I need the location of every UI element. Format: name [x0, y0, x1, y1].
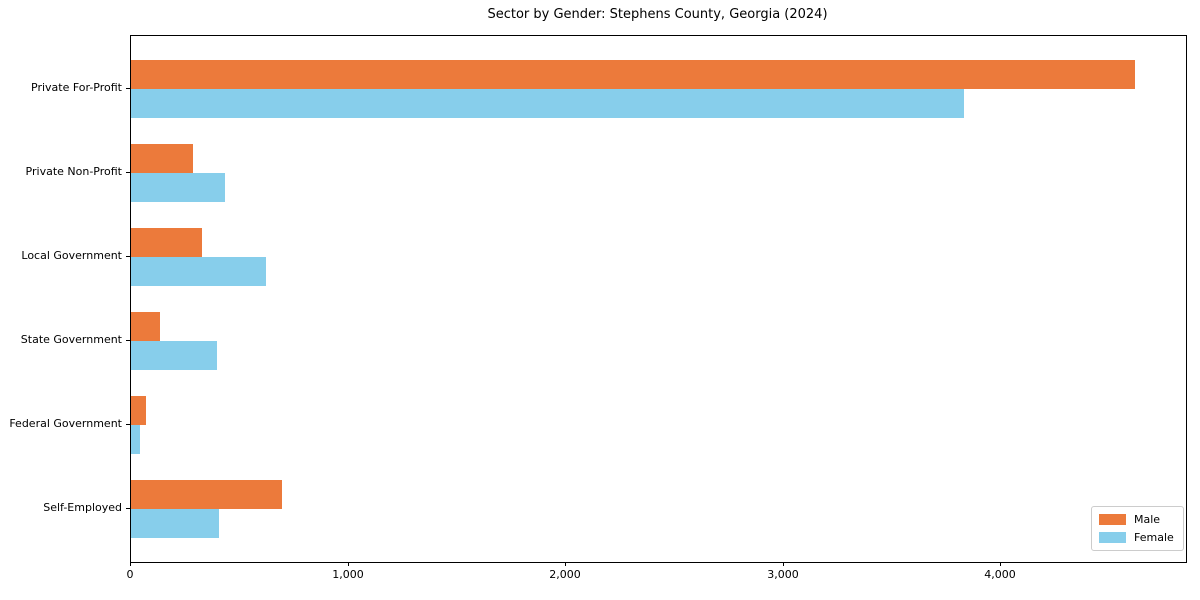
x-tick-label: 0: [126, 568, 134, 581]
bar-male: [131, 480, 282, 509]
legend-swatch-male: [1099, 514, 1126, 525]
y-tick: [126, 508, 130, 509]
bar-male: [131, 228, 202, 257]
bar-male: [131, 60, 1135, 89]
y-tick-label: Federal Government: [9, 417, 122, 430]
bar-female: [131, 89, 964, 118]
y-tick-label: Private For-Profit: [31, 81, 122, 94]
y-tick: [126, 172, 130, 173]
y-tick: [126, 88, 130, 89]
y-tick-label: Self-Employed: [43, 501, 122, 514]
bar-male: [131, 396, 146, 425]
plot-area: [130, 35, 1187, 563]
x-tick: [783, 562, 784, 566]
x-tick: [348, 562, 349, 566]
x-tick: [130, 562, 131, 566]
legend-item: Female: [1099, 531, 1174, 544]
y-tick: [126, 340, 130, 341]
legend-label: Female: [1134, 531, 1174, 544]
x-tick-label: 1,000: [332, 568, 364, 581]
x-tick: [1000, 562, 1001, 566]
bar-female: [131, 425, 140, 454]
x-tick-label: 4,000: [984, 568, 1016, 581]
legend-swatch-female: [1099, 532, 1126, 543]
bar-female: [131, 257, 266, 286]
bar-male: [131, 312, 160, 341]
y-tick-label: State Government: [20, 333, 122, 346]
x-tick: [565, 562, 566, 566]
y-tick: [126, 424, 130, 425]
bar-female: [131, 509, 219, 538]
bar-female: [131, 173, 225, 202]
y-tick: [126, 256, 130, 257]
y-tick-label: Local Government: [21, 249, 122, 262]
y-tick-label: Private Non-Profit: [25, 165, 122, 178]
bar-female: [131, 341, 217, 370]
bar-male: [131, 144, 193, 173]
x-tick-label: 3,000: [767, 568, 799, 581]
x-tick-label: 2,000: [549, 568, 581, 581]
legend: Male Female: [1091, 506, 1184, 551]
legend-item: Male: [1099, 513, 1174, 526]
legend-label: Male: [1134, 513, 1161, 526]
chart-title: Sector by Gender: Stephens County, Georg…: [487, 7, 828, 22]
